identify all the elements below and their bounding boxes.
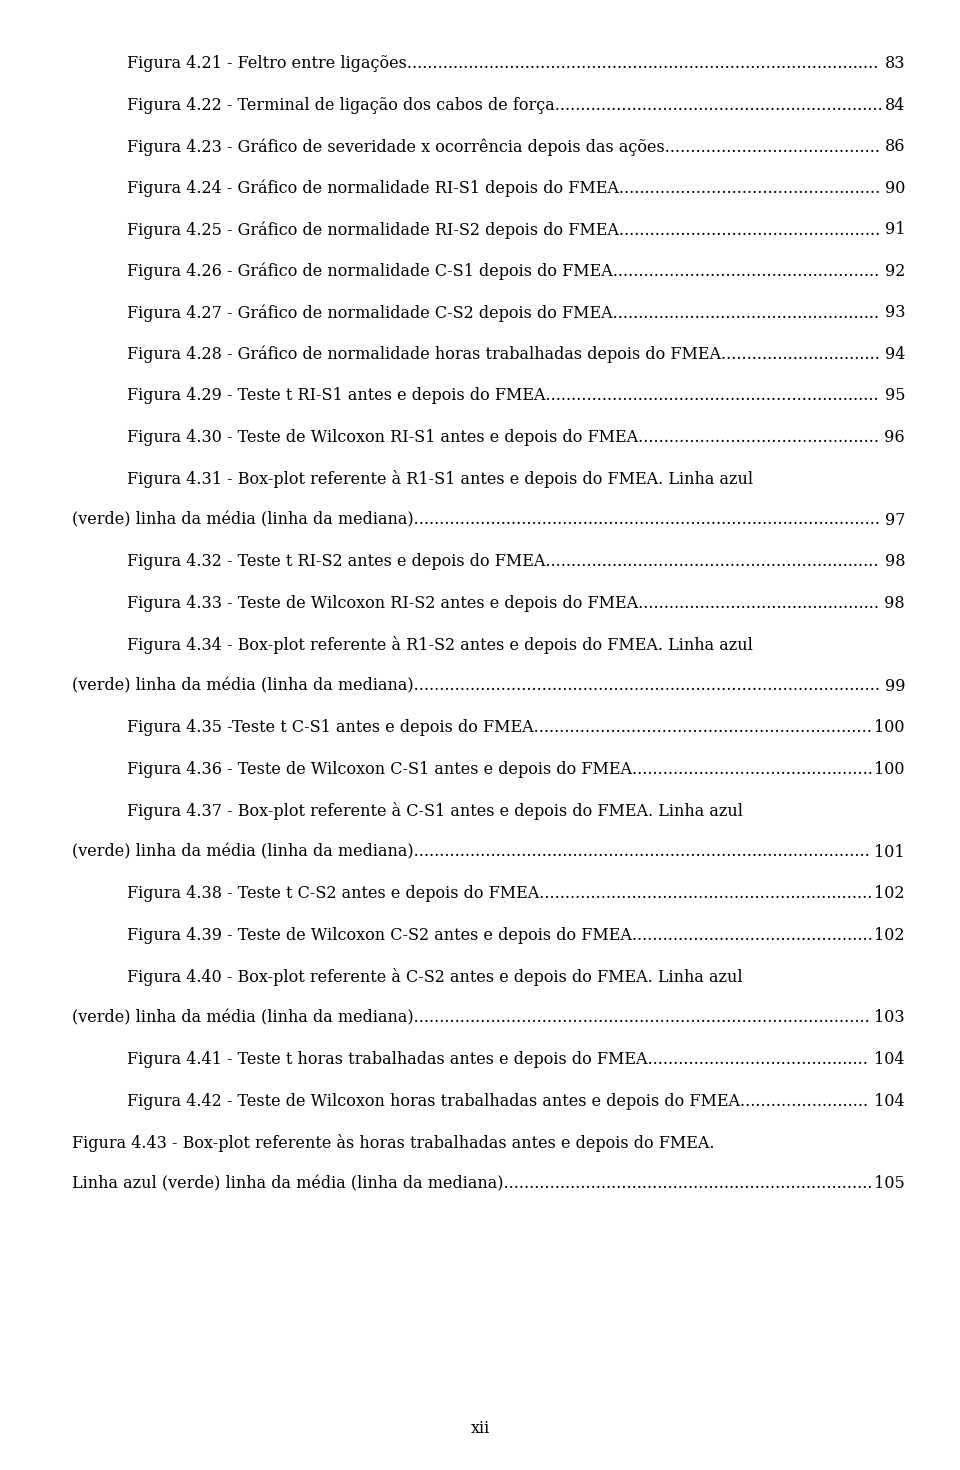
Text: Figura 4.21 - Feltro entre ligações.............................................: Figura 4.21 - Feltro entre ligações.....… bbox=[127, 54, 878, 72]
Text: Figura 4.39 - Teste de Wilcoxon C-S2 antes e depois do FMEA.....................: Figura 4.39 - Teste de Wilcoxon C-S2 ant… bbox=[127, 926, 873, 944]
Text: (verde) linha da média (linha da mediana).......................................: (verde) linha da média (linha da mediana… bbox=[72, 678, 880, 694]
Text: 102: 102 bbox=[875, 926, 905, 944]
Text: Figura 4.30 - Teste de Wilcoxon RI-S1 antes e depois do FMEA....................: Figura 4.30 - Teste de Wilcoxon RI-S1 an… bbox=[127, 428, 879, 445]
Text: Figura 4.41 - Teste t horas trabalhadas antes e depois do FMEA..................: Figura 4.41 - Teste t horas trabalhadas … bbox=[127, 1051, 868, 1069]
Text: 104: 104 bbox=[875, 1051, 905, 1069]
Text: 105: 105 bbox=[869, 1176, 905, 1192]
Text: 91: 91 bbox=[884, 220, 905, 238]
Text: Figura 4.26 - Gráfico de normalidade C-S1 depois do FMEA........................: Figura 4.26 - Gráfico de normalidade C-S… bbox=[127, 263, 879, 279]
Text: Figura 4.29 - Teste t RI-S1 antes e depois do FMEA..............................: Figura 4.29 - Teste t RI-S1 antes e depo… bbox=[127, 387, 878, 404]
Text: Figura 4.25 - Gráfico de normalidade RI-S2 depois do FMEA.......................: Figura 4.25 - Gráfico de normalidade RI-… bbox=[127, 220, 880, 238]
Text: 98: 98 bbox=[884, 553, 905, 570]
Text: 104: 104 bbox=[870, 1092, 905, 1110]
Text: 96: 96 bbox=[879, 428, 905, 445]
Text: Figura 4.22 - Terminal de ligação dos cabos de força............................: Figura 4.22 - Terminal de ligação dos ca… bbox=[127, 97, 883, 113]
Text: Figura 4.38 - Teste t C-S2 antes e depois do FMEA...............................: Figura 4.38 - Teste t C-S2 antes e depoi… bbox=[127, 885, 873, 903]
Text: Linha azul (verde) linha da média (linha da mediana)............................: Linha azul (verde) linha da média (linha… bbox=[72, 1176, 873, 1192]
Text: Figura 4.43 - Box-plot referente às horas trabalhadas antes e depois do FMEA.: Figura 4.43 - Box-plot referente às hora… bbox=[72, 1133, 714, 1152]
Text: Figura 4.37 - Box-plot referente à C-S1 antes e depois do FMEA. Linha azul: Figura 4.37 - Box-plot referente à C-S1 … bbox=[127, 803, 743, 820]
Text: 100: 100 bbox=[875, 719, 905, 736]
Text: Figura 4.32 - Teste t RI-S2 antes e depois do FMEA..............................: Figura 4.32 - Teste t RI-S2 antes e depo… bbox=[127, 553, 878, 570]
Text: Figura 4.23 - Gráfico de severidade x ocorrência depois das ações...............: Figura 4.23 - Gráfico de severidade x oc… bbox=[127, 138, 880, 156]
Text: Figura 4.40 - Box-plot referente à C-S2 antes e depois do FMEA. Linha azul: Figura 4.40 - Box-plot referente à C-S2 … bbox=[127, 969, 743, 986]
Text: Figura 4.28 - Gráfico de normalidade horas trabalhadas depois do FMEA...........: Figura 4.28 - Gráfico de normalidade hor… bbox=[127, 345, 880, 363]
Text: Figura 4.27 - Gráfico de normalidade C-S2 depois do FMEA........................: Figura 4.27 - Gráfico de normalidade C-S… bbox=[127, 304, 879, 322]
Text: xii: xii bbox=[470, 1420, 490, 1438]
Text: 84: 84 bbox=[884, 97, 905, 113]
Text: Figura 4.24 - Gráfico de normalidade RI-S1 depois do FMEA.......................: Figura 4.24 - Gráfico de normalidade RI-… bbox=[127, 179, 880, 197]
Text: Figura 4.33 - Teste de Wilcoxon RI-S2 antes e depois do FMEA....................: Figura 4.33 - Teste de Wilcoxon RI-S2 an… bbox=[127, 594, 879, 612]
Text: 83: 83 bbox=[884, 54, 905, 72]
Text: 102: 102 bbox=[875, 885, 905, 903]
Text: Figura 4.31 - Box-plot referente à R1-S1 antes e depois do FMEA. Linha azul: Figura 4.31 - Box-plot referente à R1-S1… bbox=[127, 470, 754, 488]
Text: 90: 90 bbox=[884, 179, 905, 197]
Text: 92: 92 bbox=[884, 263, 905, 279]
Text: 95: 95 bbox=[884, 387, 905, 404]
Text: 101: 101 bbox=[875, 844, 905, 860]
Text: Figura 4.42 - Teste de Wilcoxon horas trabalhadas antes e depois do FMEA........: Figura 4.42 - Teste de Wilcoxon horas tr… bbox=[127, 1092, 868, 1110]
Text: 100: 100 bbox=[875, 760, 905, 778]
Text: (verde) linha da média (linha da mediana).......................................: (verde) linha da média (linha da mediana… bbox=[72, 1010, 870, 1026]
Text: 86: 86 bbox=[884, 138, 905, 154]
Text: Figura 4.36 - Teste de Wilcoxon C-S1 antes e depois do FMEA.....................: Figura 4.36 - Teste de Wilcoxon C-S1 ant… bbox=[127, 760, 873, 778]
Text: (verde) linha da média (linha da mediana).......................................: (verde) linha da média (linha da mediana… bbox=[72, 844, 870, 860]
Text: Figura 4.34 - Box-plot referente à R1-S2 antes e depois do FMEA. Linha azul: Figura 4.34 - Box-plot referente à R1-S2… bbox=[127, 637, 753, 654]
Text: 103: 103 bbox=[875, 1010, 905, 1026]
Text: 98: 98 bbox=[879, 594, 905, 612]
Text: 94: 94 bbox=[884, 345, 905, 363]
Text: 97: 97 bbox=[884, 512, 905, 529]
Text: 93: 93 bbox=[884, 304, 905, 320]
Text: 99: 99 bbox=[884, 678, 905, 694]
Text: (verde) linha da média (linha da mediana).......................................: (verde) linha da média (linha da mediana… bbox=[72, 512, 880, 529]
Text: Figura 4.35 -Teste t C-S1 antes e depois do FMEA................................: Figura 4.35 -Teste t C-S1 antes e depois… bbox=[127, 719, 872, 736]
